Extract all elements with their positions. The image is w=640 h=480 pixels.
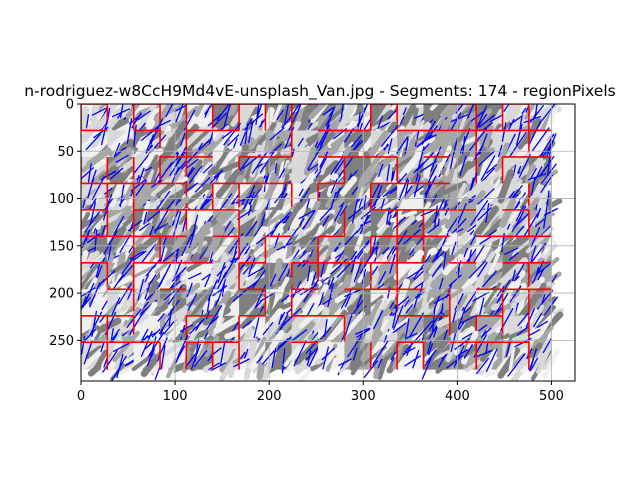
segment-boundary bbox=[396, 262, 424, 290]
segment-boundary bbox=[422, 209, 450, 237]
segment-boundary bbox=[396, 209, 424, 237]
segment-boundary bbox=[501, 156, 529, 184]
segment-cell bbox=[125, 104, 161, 134]
segment-boundary bbox=[81, 314, 108, 343]
y-tick-label: 250 bbox=[49, 334, 74, 349]
x-axis: 0 100 200 300 400 500 bbox=[77, 381, 564, 404]
segment-boundary bbox=[317, 235, 345, 263]
segment-boundary bbox=[238, 314, 266, 343]
segment-boundary bbox=[475, 341, 503, 370]
segment-boundary bbox=[343, 156, 371, 184]
segment-cell bbox=[414, 119, 450, 161]
segment-boundary bbox=[185, 129, 213, 157]
segment-cell bbox=[209, 252, 248, 296]
y-tick-label: 0 bbox=[66, 98, 74, 113]
segment-boundary bbox=[238, 262, 266, 290]
segment-boundary bbox=[106, 182, 134, 210]
segment-boundary bbox=[81, 209, 108, 237]
segment-boundary bbox=[238, 182, 266, 210]
segment-cell bbox=[391, 146, 435, 190]
y-tick-label: 100 bbox=[49, 192, 74, 207]
segment-boundary bbox=[501, 288, 529, 316]
segment-boundary bbox=[501, 104, 529, 131]
segment-cell bbox=[493, 302, 534, 343]
y-axis: 0 50 100 150 200 250 bbox=[49, 98, 81, 349]
segment-boundary bbox=[106, 314, 134, 343]
segment-boundary bbox=[81, 262, 108, 290]
segment-boundary bbox=[528, 262, 552, 290]
segment-cell bbox=[442, 284, 482, 329]
segment-boundary bbox=[132, 262, 161, 290]
segment-cell bbox=[307, 173, 352, 217]
y-tick-label: 50 bbox=[57, 145, 74, 160]
segment-boundary bbox=[422, 235, 450, 263]
segment-boundary bbox=[159, 156, 187, 184]
segment-cell bbox=[499, 197, 540, 246]
segment-boundary bbox=[264, 235, 292, 263]
segment-boundary bbox=[396, 235, 424, 263]
x-tick-label: 300 bbox=[351, 389, 376, 404]
segment-boundary bbox=[370, 262, 398, 290]
segment-boundary bbox=[211, 104, 240, 131]
segment-cell bbox=[81, 335, 109, 377]
segment-cell bbox=[495, 336, 533, 381]
x-tick-label: 0 bbox=[77, 389, 85, 404]
segment-boundary bbox=[132, 104, 161, 131]
segment-cell bbox=[279, 302, 325, 352]
segment-cell bbox=[182, 335, 220, 373]
segment-boundary bbox=[290, 104, 319, 131]
segment-cell bbox=[149, 174, 189, 220]
segment-boundary bbox=[528, 288, 552, 316]
segment-cell bbox=[524, 150, 558, 187]
segment-cell bbox=[308, 145, 352, 195]
segment-boundary bbox=[396, 288, 424, 316]
segment-cell bbox=[260, 330, 295, 381]
segment-boundary bbox=[370, 182, 398, 210]
segment-boundary bbox=[211, 341, 240, 370]
segment-cell bbox=[439, 104, 485, 146]
segment-cell bbox=[315, 306, 356, 350]
segment-cell bbox=[123, 330, 167, 381]
x-tick-label: 200 bbox=[257, 389, 282, 404]
segment-cell bbox=[81, 250, 116, 299]
x-tick-label: 100 bbox=[163, 389, 188, 404]
segment-cell bbox=[360, 330, 406, 380]
segment-boundary bbox=[185, 341, 213, 370]
segment-boundary bbox=[396, 341, 424, 370]
segment-boundary bbox=[159, 235, 187, 263]
segment-boundary bbox=[290, 288, 319, 316]
axes-frame bbox=[80, 103, 576, 382]
segment-cell bbox=[490, 279, 541, 325]
segment-image bbox=[81, 104, 564, 381]
segment-boundary bbox=[475, 129, 503, 157]
chart-title: n-rodriguez-w8CcH9Md4vE-unsplash_Van.jpg… bbox=[24, 82, 615, 101]
segment-boundary bbox=[132, 209, 161, 237]
y-tick-label: 150 bbox=[49, 239, 74, 254]
x-tick-label: 500 bbox=[539, 389, 564, 404]
segment-boundary bbox=[132, 182, 161, 210]
segment-boundary bbox=[106, 341, 134, 370]
x-tick-label: 400 bbox=[445, 389, 470, 404]
segment-cell bbox=[464, 332, 515, 378]
segment-cell bbox=[363, 306, 406, 353]
segment-boundary bbox=[370, 104, 398, 131]
segment-cell bbox=[334, 198, 382, 249]
segment-cell bbox=[386, 332, 428, 374]
segment-cell bbox=[179, 147, 221, 197]
segment-boundary bbox=[211, 182, 240, 210]
segment-cell bbox=[520, 333, 560, 381]
y-tick-label: 200 bbox=[49, 287, 74, 302]
